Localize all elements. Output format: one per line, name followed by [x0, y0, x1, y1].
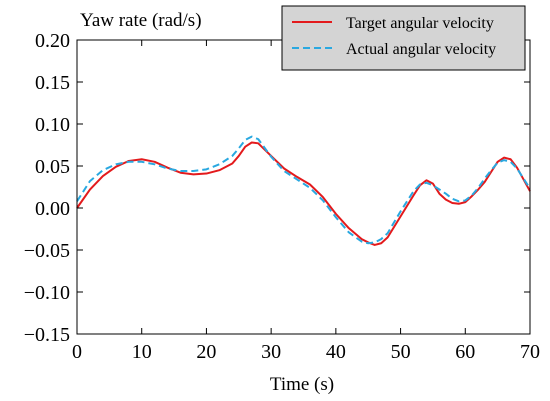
y-tick-label: −0.15 [24, 324, 70, 346]
x-tick-label: 50 [391, 341, 411, 363]
y-tick-label: −0.05 [24, 240, 70, 262]
y-tick-label: 0.00 [35, 198, 70, 220]
x-tick-label: 20 [196, 341, 216, 363]
x-tick-label: 0 [72, 341, 82, 363]
legend-box [281, 5, 526, 71]
series-layer [76, 135, 531, 246]
y-tick-label: 0.10 [35, 114, 70, 136]
x-tick-label: 60 [455, 341, 475, 363]
series-line-actual [76, 135, 531, 245]
series-line-target [76, 141, 531, 246]
y-axis-label: Yaw rate (rad/s) [80, 10, 202, 31]
plot-area [77, 40, 530, 334]
legend-label-target: Target angular velocity [346, 15, 494, 32]
x-tick-label: 40 [326, 341, 346, 363]
legend-label-actual: Actual angular velocity [346, 41, 496, 58]
x-tick-label: 30 [261, 341, 281, 363]
x-axis-label: Time (s) [270, 374, 334, 395]
y-tick-label: 0.15 [35, 72, 70, 94]
axes-layer: 0 10 20 30 40 50 60 70 −0.15 −0.10 −0.05 0.00 0.05 0.… [24, 30, 540, 363]
y-tick-label: 0.05 [35, 156, 70, 178]
x-tick-label: 70 [520, 341, 540, 363]
legend: Target angular velocity Actual angular v… [281, 5, 526, 71]
y-tick-label: −0.10 [24, 282, 70, 304]
y-tick-label: 0.20 [35, 30, 70, 52]
x-tick-label: 10 [132, 341, 152, 363]
plot-background [77, 40, 530, 334]
